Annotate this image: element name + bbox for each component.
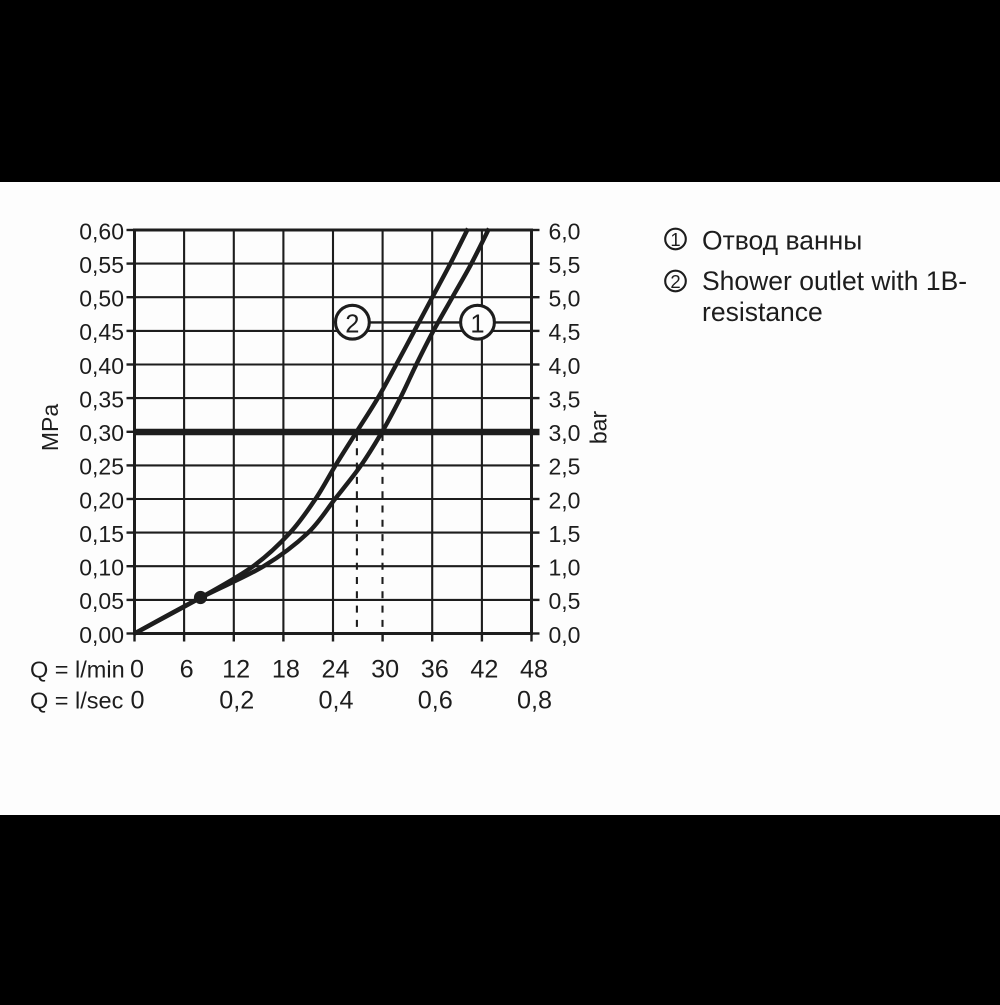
- svg-text:1: 1: [470, 310, 484, 338]
- svg-text:0,00: 0,00: [79, 622, 124, 648]
- svg-text:1: 1: [670, 229, 680, 250]
- svg-text:3,5: 3,5: [549, 386, 581, 412]
- svg-text:0,10: 0,10: [79, 555, 124, 581]
- svg-text:0,0: 0,0: [549, 622, 581, 648]
- svg-text:0,40: 0,40: [79, 353, 124, 379]
- svg-text:6,0: 6,0: [549, 218, 581, 244]
- svg-text:42: 42: [470, 656, 498, 684]
- svg-text:2,0: 2,0: [549, 487, 581, 513]
- svg-text:48: 48: [520, 656, 548, 684]
- svg-text:24: 24: [321, 656, 349, 684]
- svg-text:resistance: resistance: [702, 297, 823, 327]
- svg-text:2,5: 2,5: [549, 454, 581, 480]
- svg-text:0,4: 0,4: [318, 687, 353, 715]
- svg-text:MPa: MPa: [37, 404, 63, 452]
- svg-text:2: 2: [345, 310, 359, 338]
- svg-text:1,0: 1,0: [549, 555, 581, 581]
- svg-text:0,55: 0,55: [79, 252, 124, 278]
- svg-text:0,30: 0,30: [79, 420, 124, 446]
- svg-text:18: 18: [272, 656, 300, 684]
- svg-text:0,2: 0,2: [219, 687, 254, 715]
- svg-text:0,50: 0,50: [79, 286, 124, 312]
- svg-text:0,05: 0,05: [79, 588, 124, 614]
- svg-text:0,15: 0,15: [79, 521, 124, 547]
- svg-text:5,0: 5,0: [549, 286, 581, 312]
- svg-text:30: 30: [371, 656, 399, 684]
- svg-text:bar: bar: [586, 411, 612, 445]
- svg-text:36: 36: [421, 656, 449, 684]
- svg-text:0,8: 0,8: [517, 687, 552, 715]
- svg-text:0,6: 0,6: [418, 687, 453, 715]
- svg-text:12: 12: [222, 656, 250, 684]
- svg-text:Q = l/min: Q = l/min: [30, 657, 125, 683]
- svg-text:4,0: 4,0: [549, 353, 581, 379]
- svg-text:2: 2: [670, 271, 680, 292]
- svg-text:0,60: 0,60: [79, 218, 124, 244]
- svg-text:0,20: 0,20: [79, 487, 124, 513]
- svg-text:1,5: 1,5: [549, 521, 581, 547]
- svg-text:0,45: 0,45: [79, 319, 124, 345]
- svg-text:Q = l/sec: Q = l/sec: [30, 688, 124, 714]
- svg-text:6: 6: [180, 656, 194, 684]
- svg-text:0,5: 0,5: [549, 588, 581, 614]
- svg-text:3,0: 3,0: [549, 420, 581, 446]
- svg-text:0,25: 0,25: [79, 454, 124, 480]
- svg-text:0: 0: [130, 687, 144, 715]
- svg-text:0: 0: [130, 656, 144, 684]
- svg-text:4,5: 4,5: [549, 319, 581, 345]
- svg-text:Shower outlet with 1B-: Shower outlet with 1B-: [702, 266, 967, 296]
- svg-text:0,35: 0,35: [79, 386, 124, 412]
- svg-text:Отвод ванны: Отвод ванны: [702, 225, 862, 255]
- svg-text:5,5: 5,5: [549, 252, 581, 278]
